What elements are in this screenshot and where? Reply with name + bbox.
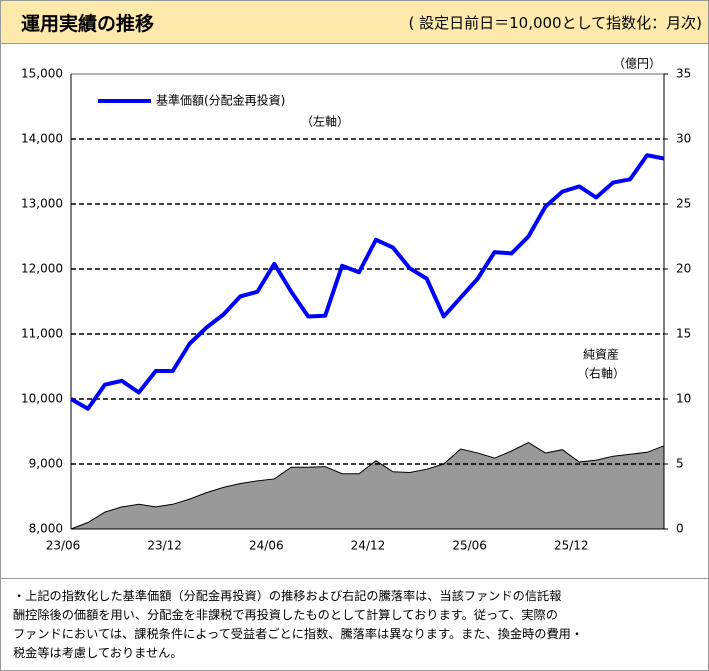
y-tick-label: 14,000 — [21, 132, 63, 146]
nav-line — [70, 153, 665, 411]
y-tick-label: 11,000 — [21, 327, 63, 341]
y2-unit: （億円） — [613, 57, 661, 71]
y2-tick-label: 5 — [676, 457, 684, 471]
y2-tick-label: 35 — [676, 67, 691, 81]
subtitle: ( 設定日前日＝10,000として指数化：月次) — [408, 14, 702, 32]
x-tick-label: 23/12 — [147, 539, 182, 553]
y-tick-label: 8,000 — [29, 522, 63, 536]
x-tick-label: 23/06 — [46, 539, 81, 553]
y2-tick-label: 0 — [676, 522, 684, 536]
header: 運用実績の推移 ( 設定日前日＝10,000として指数化：月次) — [1, 1, 708, 44]
note-line: ・上記の指数化した基準価額（分配金再投資）の推移および右記の騰落率は、当該ファン… — [13, 589, 562, 603]
y2-tick-label: 25 — [676, 197, 691, 211]
x-tick-label: 24/06 — [249, 539, 284, 553]
legend-note: （左軸） — [301, 114, 349, 129]
x-tick-label: 25/12 — [554, 539, 589, 553]
y-tick-label: 9,000 — [29, 457, 63, 471]
y2-tick-label: 30 — [676, 132, 691, 146]
legend-label: 基準価額(分配金再投資) — [156, 93, 285, 108]
y2-tick-label: 15 — [676, 327, 691, 341]
note-line: 酬控除後の価額を用い、分配金を非課税で再投資したものとして計算しております。従っ… — [13, 608, 558, 622]
annotation: 純資産 — [583, 347, 619, 362]
note-line: 税金等は考慮しておりません。 — [13, 646, 183, 660]
annotation: （右軸） — [577, 366, 625, 381]
chart: 8,000 9,000 10,000 11,000 12,000 13,000 14,000… — [21, 57, 691, 553]
note-line: ファンドにおいては、課税条件によって受益者ごとに指数、騰落率は異なります。また、… — [13, 627, 584, 641]
y-tick-label: 12,000 — [21, 262, 63, 276]
note: ・上記の指数化した基準価額（分配金再投資）の推移および右記の騰落率は、当該ファン… — [1, 578, 708, 663]
title: 運用実績の推移 — [21, 13, 155, 35]
net-assets-area — [70, 441, 665, 530]
y-tick-label: 15,000 — [21, 67, 63, 81]
x-tick-label: 25/06 — [452, 539, 487, 553]
y2-tick-label: 20 — [676, 262, 691, 276]
y-tick-label: 10,000 — [21, 392, 63, 406]
x-tick-label: 24/12 — [351, 539, 386, 553]
y-tick-label: 13,000 — [21, 197, 63, 211]
y2-tick-label: 10 — [676, 392, 691, 406]
